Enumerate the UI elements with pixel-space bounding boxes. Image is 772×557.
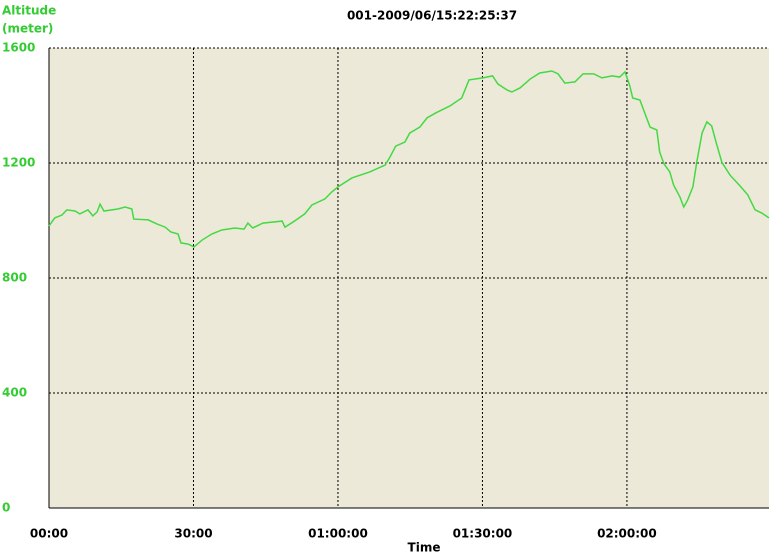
y-axis-unit: (meter) (2, 22, 53, 36)
y-tick-label: 1200 (2, 156, 35, 170)
y-axis-label: Altitude (2, 4, 56, 18)
y-tick-label: 0 (2, 501, 10, 515)
x-tick-label: 01:30:00 (453, 527, 513, 541)
y-tick-label: 800 (2, 271, 27, 285)
y-tick-label: 1600 (2, 41, 35, 55)
x-tick-label: 00:00 (30, 527, 68, 541)
altitude-line (48, 70, 770, 248)
y-tick-label: 400 (2, 386, 27, 400)
x-tick-label: 02:00:00 (597, 527, 657, 541)
chart-title: 001-2009/06/15:22:25:37 (347, 9, 517, 23)
x-axis-label: Time (408, 541, 441, 555)
x-tick-label: 01:00:00 (308, 527, 368, 541)
x-tick-label: 30:00 (174, 527, 212, 541)
